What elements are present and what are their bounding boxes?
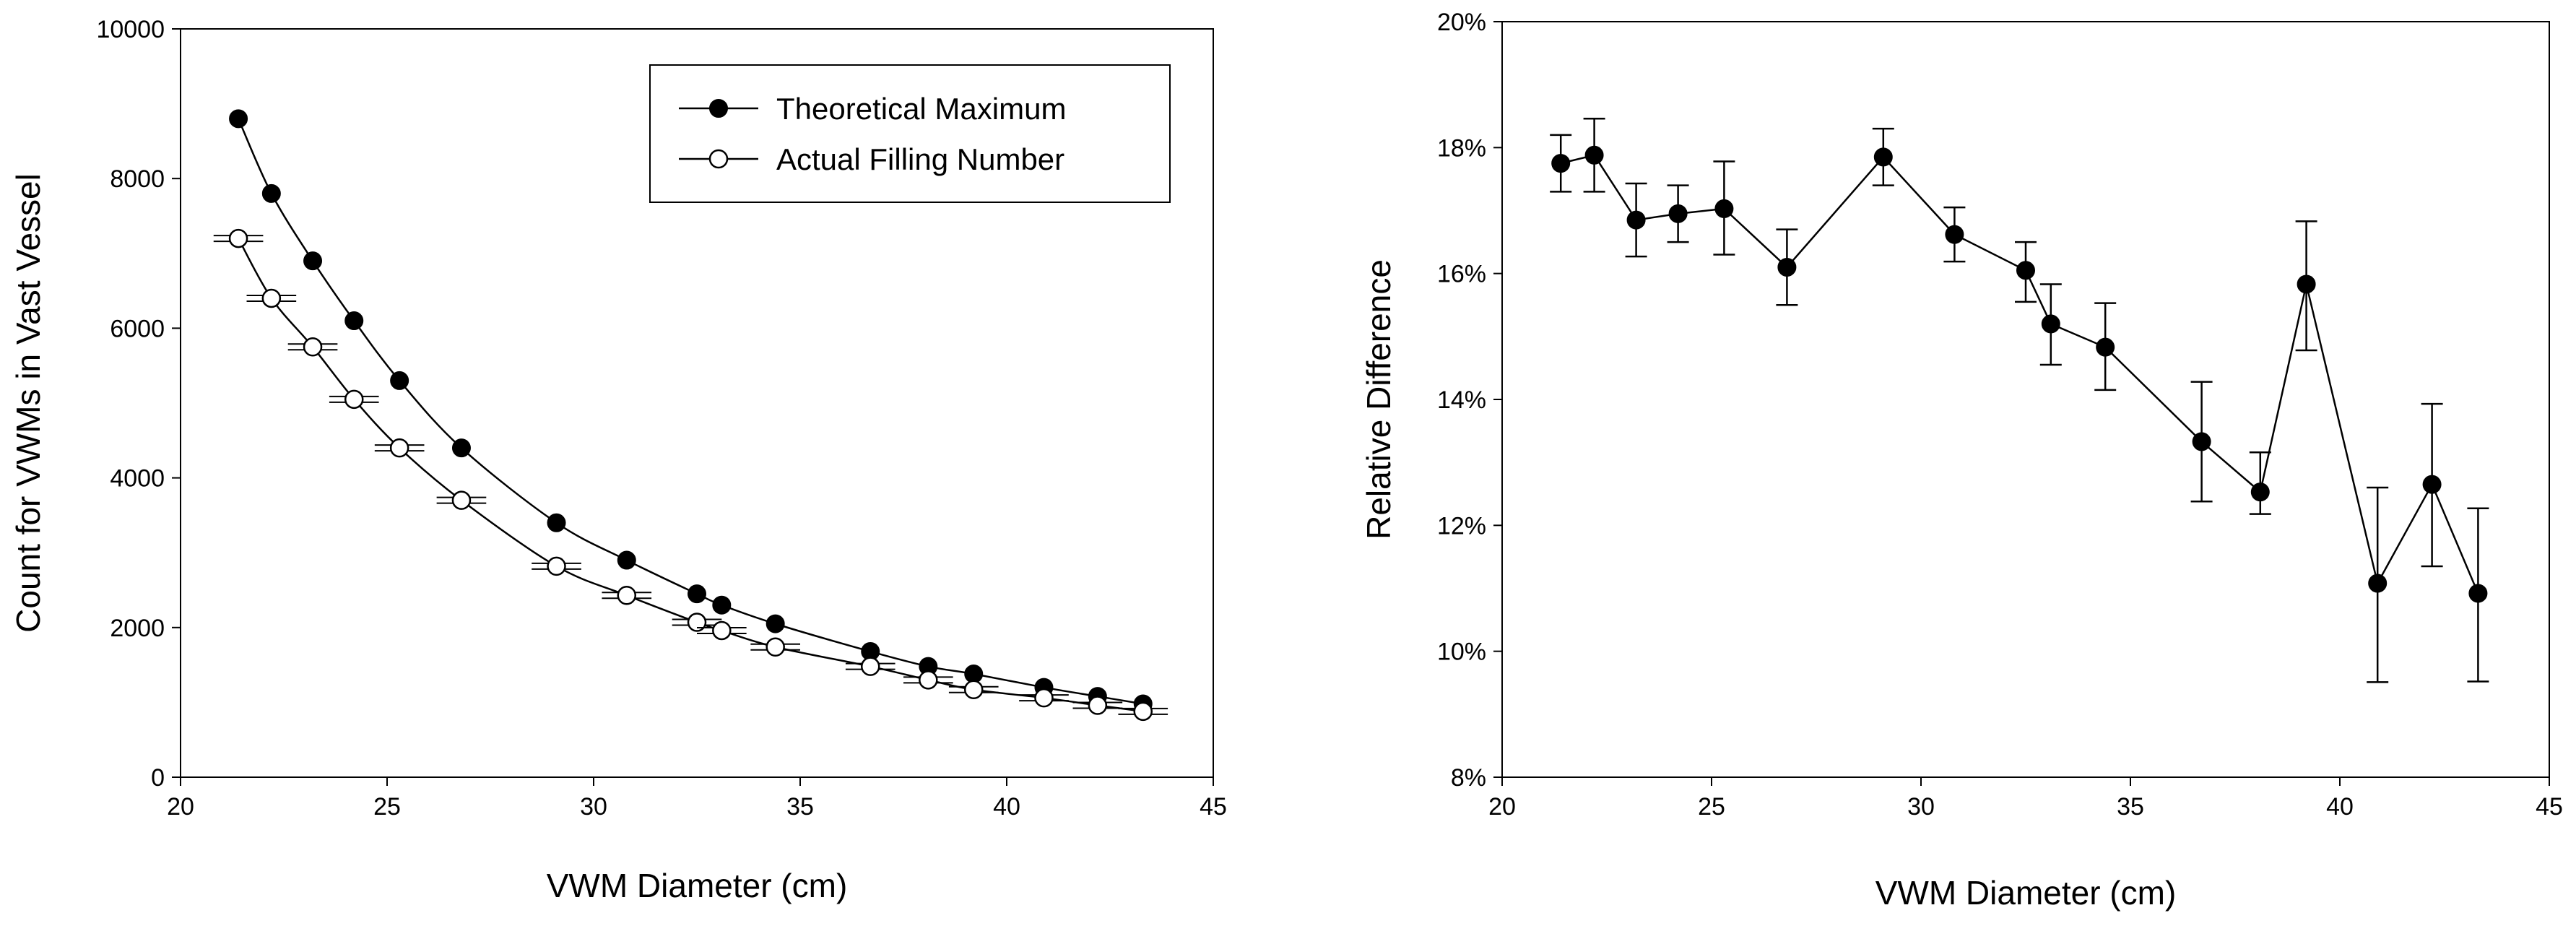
left-point-theoretical-maximum (451, 438, 471, 458)
legend-label-actual: Actual Filling Number (776, 142, 1064, 176)
left-point-theoretical-maximum (390, 371, 409, 390)
right-point-relative-difference (1584, 145, 1604, 165)
left-x-axis-title: VWM Diameter (cm) (547, 867, 848, 904)
left-point-theoretical-maximum (303, 251, 323, 271)
left-x-tick-label: 45 (1200, 793, 1227, 821)
right-series-layer (1550, 117, 2489, 683)
left-point-actual-filling-number (860, 657, 880, 676)
right-x-axis-title: VWM Diameter (cm) (1875, 874, 2177, 912)
left-y-tick-label: 4000 (110, 465, 165, 493)
left-x-tick-label: 35 (786, 793, 814, 821)
right-point-relative-difference (2297, 274, 2316, 294)
left-chart: 20 25 30 35 40 45 0 2000 4000 6000 8000 10000 VWM D… (9, 16, 1227, 904)
right-point-relative-difference (1777, 257, 1797, 277)
right-y-tick-label: 20% (1437, 9, 1486, 36)
right-x-tick-label: 30 (1907, 793, 1935, 821)
right-y-tick-label: 18% (1437, 134, 1486, 162)
left-point-theoretical-maximum (229, 109, 248, 129)
right-point-relative-difference (2368, 574, 2388, 593)
left-point-theoretical-maximum (344, 311, 364, 331)
right-chart: 20 25 30 35 40 45 8% 10% 12% 14% 16% 18% 20% VWM Dia… (1360, 9, 2563, 912)
left-y-axis-title: Count for VWMs in Vast Vessel (9, 173, 47, 633)
left-point-actual-filling-number (344, 389, 364, 410)
right-point-relative-difference (1873, 147, 1893, 167)
left-point-actual-filling-number (303, 337, 323, 357)
right-point-relative-difference (1551, 154, 1571, 173)
left-plot-frame (180, 28, 1214, 778)
right-y-tick-label: 16% (1437, 261, 1486, 288)
right-x-tick-label: 40 (2326, 793, 2354, 821)
left-line-actual-filling-number (237, 238, 1143, 713)
left-y-tick-label: 0 (151, 764, 165, 792)
left-point-actual-filling-number (1034, 688, 1054, 708)
right-x-tick-label: 20 (1488, 793, 1516, 821)
right-y-axis-title: Relative Difference (1360, 259, 1397, 540)
left-point-actual-filling-number (712, 620, 732, 641)
legend: Theoretical Maximum Actual Filling Numbe… (649, 64, 1171, 203)
right-x-tick-label: 45 (2536, 793, 2563, 821)
right-line-relative-difference (1560, 154, 2479, 594)
legend-label-theoretical: Theoretical Maximum (776, 92, 1066, 126)
legend-marker-theoretical (709, 99, 728, 118)
left-point-actual-filling-number (389, 438, 409, 458)
left-point-theoretical-maximum (964, 665, 984, 684)
right-x-tick-label: 25 (1698, 793, 1725, 821)
left-point-actual-filling-number (617, 586, 637, 605)
right-y-tick-label: 12% (1437, 512, 1486, 540)
left-x-tick-label: 30 (580, 793, 607, 821)
legend-marker-actual (708, 149, 729, 169)
left-point-theoretical-maximum (712, 595, 732, 615)
right-point-relative-difference (2250, 483, 2270, 502)
left-x-tick-label: 20 (167, 793, 194, 821)
left-x-tick-label: 25 (373, 793, 401, 821)
right-point-relative-difference (2468, 584, 2488, 603)
left-point-theoretical-maximum (547, 513, 566, 532)
left-point-actual-filling-number (687, 613, 707, 632)
right-point-relative-difference (2192, 432, 2211, 451)
right-point-relative-difference (1668, 204, 1688, 223)
left-series-layer (213, 109, 1168, 722)
left-point-theoretical-maximum (261, 183, 281, 203)
left-point-actual-filling-number (919, 670, 938, 690)
right-point-relative-difference (1626, 210, 1646, 230)
left-axis-ticks: 20 25 30 35 40 45 0 2000 4000 6000 8000 10000 (96, 16, 1226, 821)
right-axis-ticks: 20 25 30 35 40 45 8% 10% 12% 14% 16% 18% 20% (1437, 9, 2563, 821)
right-point-relative-difference (2016, 261, 2035, 280)
left-point-theoretical-maximum (688, 584, 706, 604)
left-y-tick-label: 10000 (96, 16, 165, 43)
right-point-relative-difference (2041, 314, 2060, 334)
right-point-relative-difference (1714, 199, 1734, 218)
left-x-tick-label: 40 (993, 793, 1020, 821)
left-point-actual-filling-number (963, 680, 984, 700)
right-x-tick-label: 35 (2117, 793, 2144, 821)
right-point-relative-difference (2422, 475, 2442, 494)
left-point-actual-filling-number (228, 228, 248, 248)
right-y-tick-label: 8% (1451, 764, 1486, 792)
left-point-theoretical-maximum (617, 550, 636, 570)
right-point-relative-difference (2096, 337, 2115, 357)
right-plot-frame (1501, 21, 2550, 778)
right-point-relative-difference (1945, 225, 1964, 244)
right-y-tick-label: 10% (1437, 639, 1486, 666)
left-point-actual-filling-number (451, 490, 472, 510)
legend-box (649, 64, 1171, 203)
left-point-actual-filling-number (766, 637, 785, 657)
left-y-tick-label: 6000 (110, 315, 165, 342)
right-y-tick-label: 14% (1437, 386, 1486, 414)
left-point-actual-filling-number (261, 288, 282, 308)
left-y-tick-label: 2000 (110, 615, 165, 642)
left-point-actual-filling-number (1088, 696, 1108, 715)
left-point-actual-filling-number (547, 556, 566, 576)
left-point-actual-filling-number (1133, 701, 1153, 722)
left-y-tick-label: 8000 (110, 165, 165, 193)
left-point-theoretical-maximum (766, 614, 785, 633)
